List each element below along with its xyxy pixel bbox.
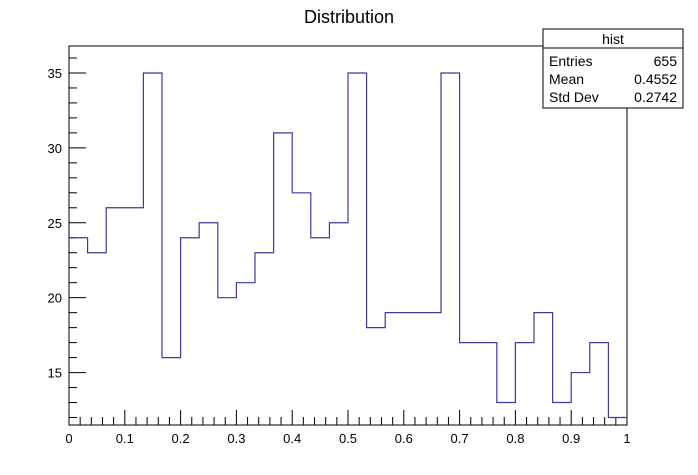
stats-mean-value: 0.4552 [634,71,677,87]
stats-stddev-label: Std Dev [549,89,599,105]
histogram-series-line [69,72,627,419]
x-tick-label: 1 [623,431,630,446]
y-axis: 15 20 25 30 35 [48,57,86,419]
stats-stddev-value: 0.2742 [634,89,677,105]
stats-entries-label: Entries [549,53,593,69]
x-tick-label: 0.5 [339,431,357,446]
chart-title: Distribution [304,7,394,27]
x-tick-label: 0.7 [451,431,469,446]
x-axis: 0 0.1 0.2 0.3 0.4 0.5 0.6 0.7 0.8 0.9 1 [65,410,631,446]
x-tick-label: 0.6 [395,431,413,446]
x-tick-label: 0.3 [227,431,245,446]
y-tick-label: 30 [48,141,62,156]
x-tick-label: 0.8 [506,431,524,446]
y-tick-label: 15 [48,366,62,381]
y-tick-label: 20 [48,291,62,306]
y-tick-label: 35 [48,66,62,81]
y-tick-label: 25 [48,216,62,231]
x-tick-label: 0 [65,431,72,446]
stats-entries-value: 655 [654,53,678,69]
stats-mean-label: Mean [549,71,584,87]
stats-box-title: hist [602,31,624,47]
x-tick-label: 0.4 [283,431,301,446]
stats-box: hist Entries 655 Mean 0.4552 Std Dev 0.2… [542,28,684,109]
x-tick-label: 0.1 [116,431,134,446]
x-tick-label: 0.2 [172,431,190,446]
x-tick-label: 0.9 [562,431,580,446]
stats-box-frame [542,28,684,109]
